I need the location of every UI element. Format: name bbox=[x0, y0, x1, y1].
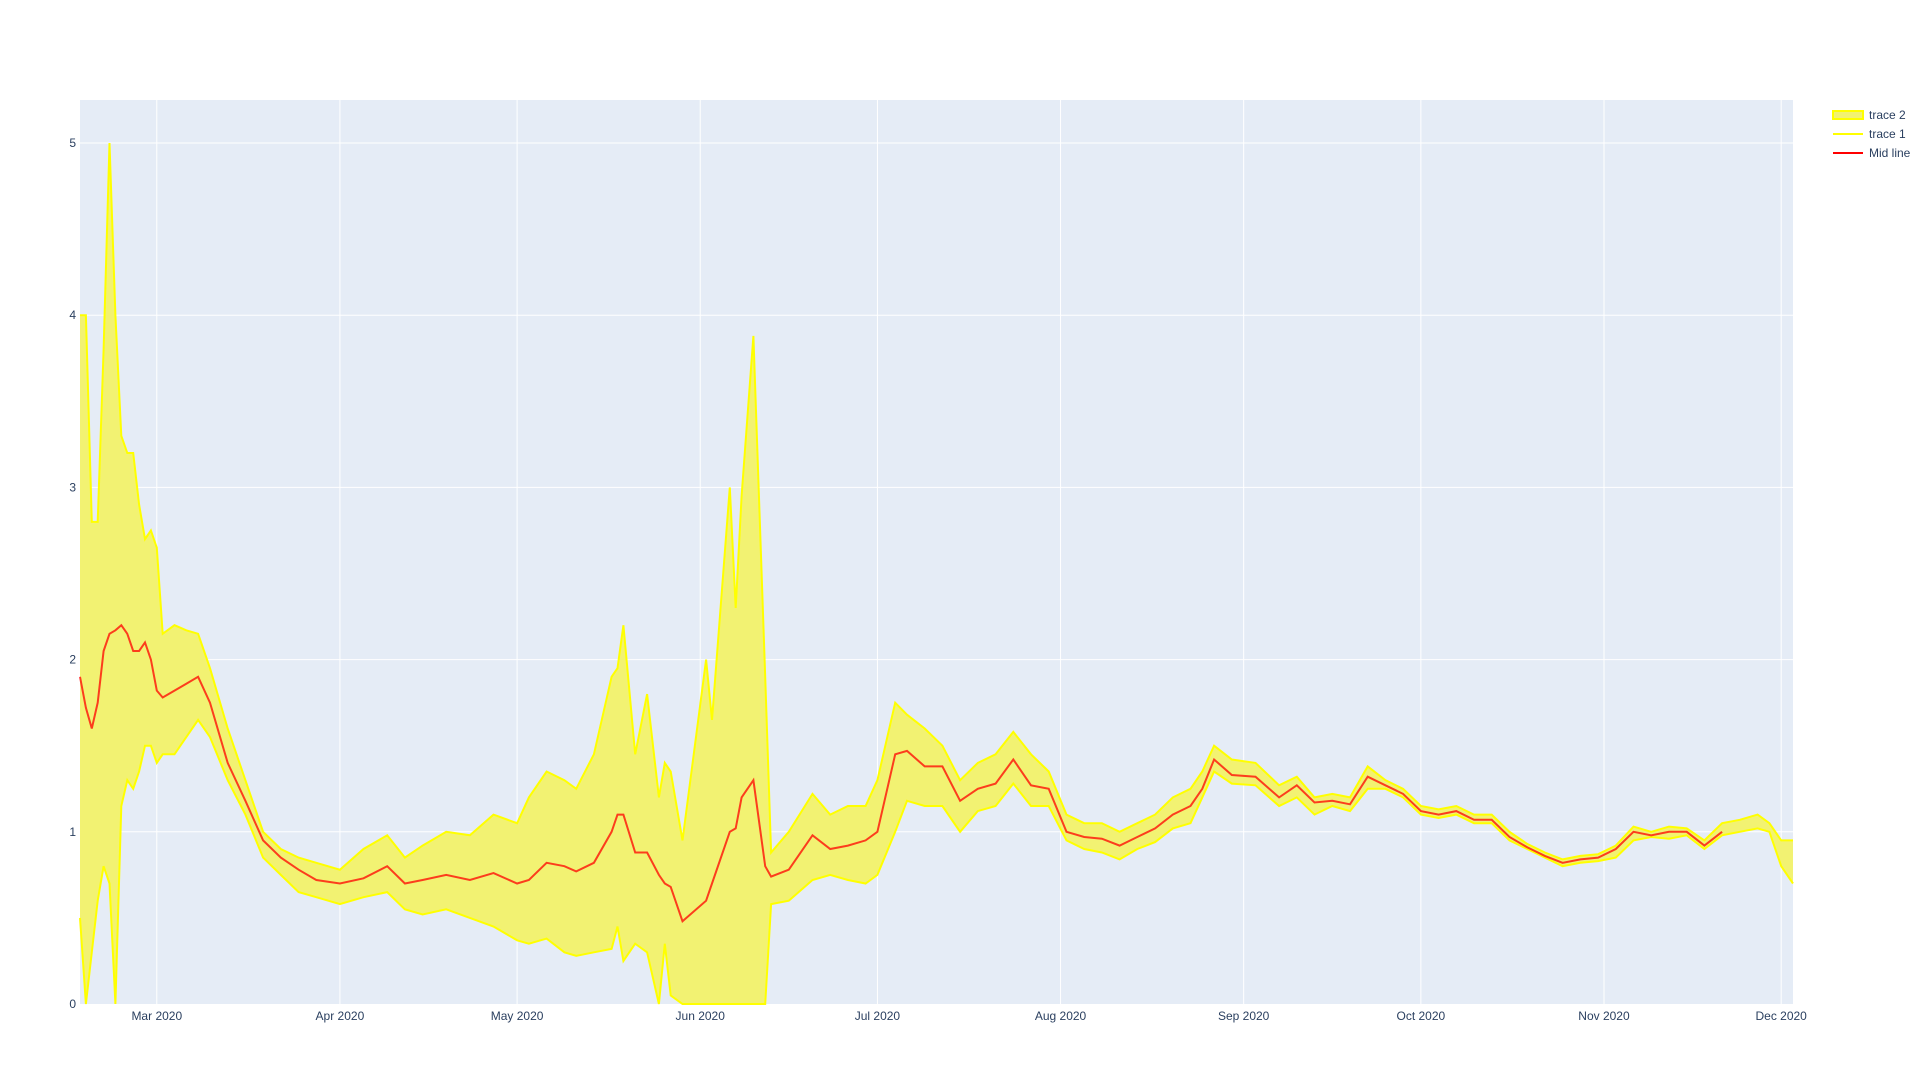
x-tick-label: Mar 2020 bbox=[131, 1009, 182, 1023]
y-tick-label: 2 bbox=[69, 653, 76, 667]
x-tick-label: Nov 2020 bbox=[1578, 1009, 1630, 1023]
y-tick-label: 4 bbox=[69, 308, 76, 322]
legend-item[interactable]: trace 1 bbox=[1833, 127, 1906, 141]
x-tick-label: May 2020 bbox=[491, 1009, 544, 1023]
x-tick-label: Sep 2020 bbox=[1218, 1009, 1270, 1023]
y-tick-label: 0 bbox=[69, 997, 76, 1011]
axes: Mar 2020 Apr 2020 May 2020 Jun 2020 Jul 2020… bbox=[69, 136, 1807, 1023]
x-tick-label: Jul 2020 bbox=[855, 1009, 901, 1023]
trace-2-line bbox=[80, 142, 1793, 871]
y-tick-label: 1 bbox=[69, 825, 76, 839]
legend-item[interactable]: trace 2 bbox=[1832, 108, 1906, 122]
legend-label: Mid line bbox=[1869, 146, 1911, 160]
x-tick-label: Oct 2020 bbox=[1397, 1009, 1446, 1023]
legend-swatch-trace-2 bbox=[1832, 110, 1864, 120]
x-tick-label: Aug 2020 bbox=[1035, 1009, 1087, 1023]
confidence-band-fill bbox=[80, 143, 1793, 1004]
legend-item[interactable]: Mid line bbox=[1833, 146, 1911, 160]
trace-1-line bbox=[79, 718, 1794, 1005]
mid-line bbox=[79, 623, 1723, 924]
x-tick-label: Apr 2020 bbox=[316, 1009, 365, 1023]
legend-label: trace 2 bbox=[1869, 108, 1906, 122]
x-tick-label: Dec 2020 bbox=[1755, 1009, 1807, 1023]
y-tick-label: 5 bbox=[69, 136, 76, 150]
series-layer bbox=[79, 142, 1794, 1005]
legend-label: trace 1 bbox=[1869, 127, 1906, 141]
y-tick-label: 3 bbox=[69, 480, 76, 494]
legend[interactable]: trace 2 trace 1 Mid line bbox=[1832, 108, 1911, 160]
x-tick-label: Jun 2020 bbox=[676, 1009, 726, 1023]
